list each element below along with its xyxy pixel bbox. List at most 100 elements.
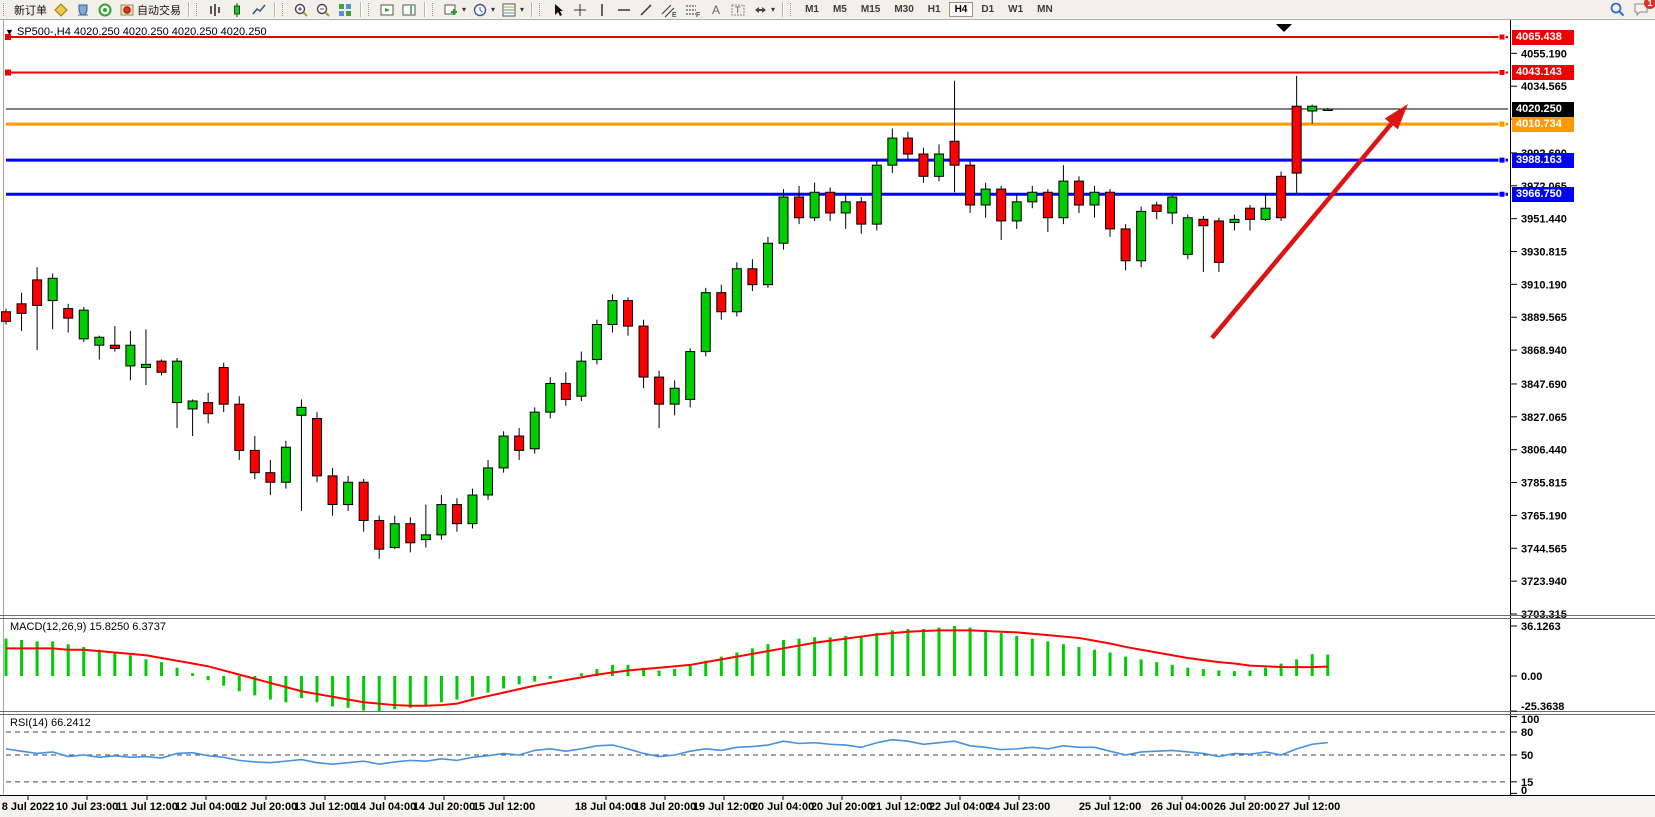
chevron-down-icon[interactable]: ▾ bbox=[771, 5, 776, 14]
timeframe-h4-button[interactable]: H4 bbox=[948, 2, 974, 17]
resistance-line-lower-right-handle[interactable] bbox=[1498, 69, 1506, 77]
arrows-icon[interactable]: ▾ bbox=[749, 1, 778, 18]
time-tick-label: 11 Jul 12:00 bbox=[116, 801, 178, 813]
new-order-button-label: 新订单 bbox=[14, 4, 47, 17]
time-tick-label: 26 Jul 20:00 bbox=[1214, 801, 1276, 813]
time-tick-label: 12 Jul 04:00 bbox=[175, 801, 237, 813]
cursor-icon[interactable] bbox=[547, 1, 569, 18]
candle-body bbox=[436, 504, 447, 536]
candle-body bbox=[1182, 217, 1193, 255]
trendline-icon[interactable] bbox=[635, 1, 657, 18]
candle-body bbox=[358, 481, 369, 521]
candle-body bbox=[700, 292, 711, 353]
navigator-icon[interactable] bbox=[94, 1, 116, 18]
chat-icon[interactable]: 1 bbox=[1633, 0, 1655, 22]
price-tick-label: 3785.815 bbox=[1521, 478, 1567, 490]
timeframe-w1-button[interactable]: W1 bbox=[1008, 4, 1024, 15]
data-window-icon bbox=[75, 2, 91, 18]
trend-arrow-line[interactable] bbox=[1210, 117, 1397, 340]
data-window-icon[interactable] bbox=[72, 1, 94, 18]
toolbar-separator bbox=[531, 2, 533, 17]
timeframe-m5-button[interactable]: M5 bbox=[832, 4, 847, 15]
candle-body bbox=[1105, 191, 1116, 230]
chevron-down-icon[interactable]: ▾ bbox=[520, 5, 525, 14]
resistance-line-upper-left-handle[interactable] bbox=[5, 34, 11, 40]
price-tick-label: 3868.940 bbox=[1521, 345, 1567, 357]
chevron-down-icon[interactable]: ▾ bbox=[491, 5, 496, 14]
timeframe-m15-button[interactable]: M15 bbox=[860, 4, 881, 15]
time-tick-label: 20 Jul 04:00 bbox=[752, 801, 814, 813]
price-tick-label: 4034.565 bbox=[1521, 81, 1567, 93]
toolbar-separator bbox=[274, 2, 275, 17]
candle-body bbox=[327, 475, 338, 506]
orange-support-line-price-badge: 4010.734 bbox=[1512, 116, 1574, 132]
bar-chart-icon bbox=[207, 2, 223, 18]
orange-support-line-right-handle[interactable] bbox=[1498, 120, 1506, 128]
crosshair-icon[interactable] bbox=[569, 1, 591, 18]
candle-body bbox=[312, 418, 322, 477]
candlestick-chart-icon[interactable] bbox=[226, 1, 248, 18]
candle-body bbox=[685, 351, 696, 400]
candle-body bbox=[94, 336, 105, 346]
candle-body bbox=[778, 196, 789, 244]
bar-chart-icon[interactable] bbox=[204, 1, 226, 18]
macd-signal-line bbox=[6, 629, 1328, 707]
timeframe-m30-button[interactable]: M30 bbox=[894, 4, 914, 15]
candle-body bbox=[265, 472, 276, 483]
market-watch-icon[interactable] bbox=[50, 1, 72, 18]
timeframe-mn-button[interactable]: MN bbox=[1037, 4, 1053, 15]
candle-body bbox=[623, 300, 633, 327]
time-axis-strip bbox=[0, 796, 1655, 817]
time-tick-label: 14 Jul 20:00 bbox=[413, 801, 475, 813]
chevron-down-icon[interactable]: ▾ bbox=[462, 5, 467, 14]
candle-body bbox=[109, 344, 120, 349]
vertical-line-icon[interactable] bbox=[591, 1, 613, 18]
timeframe-m1-button[interactable]: M1 bbox=[805, 4, 819, 15]
line-chart-icon[interactable] bbox=[248, 1, 270, 18]
down-triangle-marker[interactable] bbox=[1276, 24, 1292, 32]
timeframe-d1-button[interactable]: D1 bbox=[981, 4, 995, 15]
notification-badge: 1 bbox=[1644, 0, 1655, 9]
blue-support-line-lower-right-handle[interactable] bbox=[1498, 190, 1506, 198]
candle-body bbox=[1322, 108, 1333, 112]
timeframe-h1-button[interactable]: H1 bbox=[927, 4, 941, 15]
period-icon[interactable]: ▾ bbox=[469, 1, 498, 18]
candle-body bbox=[1198, 218, 1209, 227]
zoom-out-icon bbox=[315, 2, 331, 18]
chart-title: SP500-,H4 4020.250 4020.250 4020.250 402… bbox=[17, 26, 267, 38]
symbol-dropdown-icon[interactable]: ▼ bbox=[5, 27, 14, 37]
tile-windows-icon[interactable] bbox=[334, 1, 356, 18]
template-icon[interactable]: ▾ bbox=[498, 1, 527, 18]
zoom-in-icon[interactable] bbox=[290, 1, 312, 18]
candle-body bbox=[840, 201, 851, 214]
time-tick-label: 18 Jul 04:00 bbox=[575, 801, 637, 813]
resistance-line-upper-right-handle[interactable] bbox=[1498, 33, 1506, 41]
trend-arrow-head[interactable] bbox=[1384, 104, 1408, 130]
candle-body bbox=[1213, 220, 1224, 263]
candle-body bbox=[420, 534, 431, 541]
autotrading-button[interactable]: 自动交易 bbox=[116, 1, 184, 18]
text-label-icon[interactable]: T bbox=[727, 1, 749, 18]
resistance-line-lower-left-handle[interactable] bbox=[5, 69, 11, 76]
auto-scroll-icon[interactable] bbox=[376, 1, 398, 18]
blue-support-line-upper-right-handle[interactable] bbox=[1498, 156, 1506, 164]
fibonacci-icon[interactable]: F bbox=[681, 1, 705, 18]
candle-body bbox=[1276, 175, 1287, 219]
main-toolbar: 新订单 自动交易 ▾ ▾ ▾ E F A T ▾ M1 M5 M15 M30 H1 H4 D1 W1 MN 1 bbox=[0, 0, 1655, 20]
channel-icon[interactable]: E bbox=[657, 1, 681, 18]
rsi-axis-label: 80 bbox=[1521, 727, 1533, 739]
candle-body bbox=[1042, 191, 1053, 219]
horizontal-line-icon[interactable] bbox=[613, 1, 635, 18]
fibonacci-icon: F bbox=[684, 2, 702, 18]
new-chart-icon[interactable]: ▾ bbox=[440, 1, 469, 18]
new-order-button[interactable]: 新订单 bbox=[11, 1, 50, 18]
candle-body bbox=[203, 402, 214, 415]
search-icon[interactable] bbox=[1609, 1, 1625, 22]
zoom-out-icon[interactable] bbox=[312, 1, 334, 18]
resistance-line-lower-price-badge: 4043.143 bbox=[1512, 65, 1574, 81]
macd-axis-label: 0.00 bbox=[1521, 671, 1542, 683]
text-icon[interactable]: A bbox=[705, 1, 727, 18]
chart-shift-icon[interactable] bbox=[398, 1, 420, 18]
